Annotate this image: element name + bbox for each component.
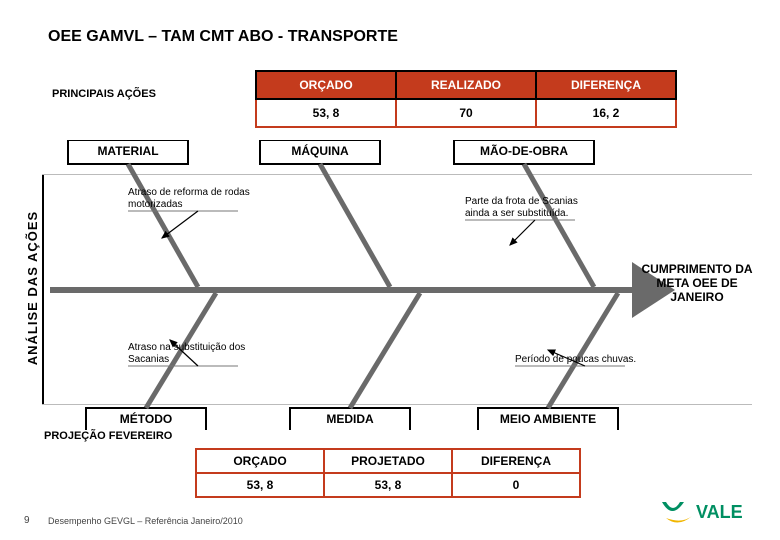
svg-text:MEDIDA: MEDIDA [326,412,374,426]
svg-text:MEIO AMBIENTE: MEIO AMBIENTE [500,412,596,426]
vale-logo-icon: VALE [660,494,760,528]
goal-text: CUMPRIMENTO DA META OEE DE JANEIRO [638,262,756,304]
svg-text:MÉTODO: MÉTODO [120,411,172,426]
svg-text:Parte da frota de Scanias: Parte da frota de Scanias [465,196,578,207]
proj-hdr-diferenca: DIFERENÇA [452,449,580,473]
side-label: ANÁLISE DAS AÇÕES [25,188,40,388]
svg-text:VALE: VALE [696,502,743,522]
svg-text:Período de poucas chuvas.: Período de poucas chuvas. [515,354,636,365]
proj-hdr-projetado: PROJETADO [324,449,452,473]
projection-label: PROJEÇÃO FEVEREIRO [44,430,172,442]
svg-text:Atraso de reforma de rodas: Atraso de reforma de rodas [128,187,250,198]
principais-table: ORÇADO REALIZADO DIFERENÇA 53, 8 70 16, … [255,70,677,128]
svg-text:Sacanias: Sacanias [128,354,169,365]
top-hdr-diferenca: DIFERENÇA [536,71,676,99]
svg-text:MÁQUINA: MÁQUINA [291,143,349,158]
footer-text: Desempenho GEVGL – Referência Janeiro/20… [48,516,243,526]
svg-text:Atraso na substituição dos: Atraso na substituição dos [128,342,245,353]
top-val-diferenca: 16, 2 [536,99,676,127]
page-title: OEE GAMVL – TAM CMT ABO - TRANSPORTE [48,28,398,46]
top-hdr-realizado: REALIZADO [396,71,536,99]
svg-text:ainda a ser substituída.: ainda a ser substituída. [465,208,568,219]
proj-val-orcado: 53, 8 [196,473,324,497]
top-hdr-orcado: ORÇADO [256,71,396,99]
proj-val-projetado: 53, 8 [324,473,452,497]
proj-hdr-orcado: ORÇADO [196,449,324,473]
top-val-orcado: 53, 8 [256,99,396,127]
top-val-realizado: 70 [396,99,536,127]
projection-table: ORÇADO PROJETADO DIFERENÇA 53, 8 53, 8 0 [195,448,581,498]
slide-number: 9 [24,515,30,526]
proj-val-diferenca: 0 [452,473,580,497]
svg-text:MÃO-DE-OBRA: MÃO-DE-OBRA [480,143,568,158]
svg-text:MATERIAL: MATERIAL [97,144,158,158]
svg-text:motorizadas: motorizadas [128,199,182,210]
principais-acoes-label: PRINCIPAIS AÇÕES [52,88,156,100]
side-border [42,174,44,404]
